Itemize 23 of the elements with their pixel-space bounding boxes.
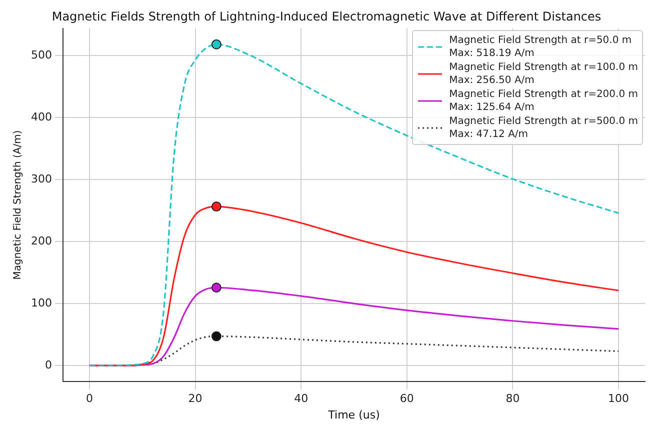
y-tick-label: 0 [44,358,52,372]
y-tick-label: 400 [30,110,52,124]
legend-label: Magnetic Field Strength at r=200.0 m Max: 125.64 A/m [449,88,638,114]
x-tick-label: 80 [506,392,520,406]
y-tick-label: 200 [30,234,52,248]
x-tick-label: 20 [188,392,202,406]
x-tick-label: 100 [608,392,630,406]
legend-label: Magnetic Field Strength at r=100.0 m Max: 256.50 A/m [449,61,638,88]
legend-label: Magnetic Field Strength at r=500.0 m Max: 47.12 A/m [449,115,638,142]
x-tick-label: 0 [86,392,93,406]
x-tick-label: 40 [294,392,308,406]
x-axis-title: Time (us) [327,408,380,422]
y-tick-label: 100 [30,296,52,310]
legend-label: Magnetic Field Strength at r=50.0 m Max: 518.19 A/m [449,34,632,60]
point [211,39,222,50]
y-tick-label: 500 [30,48,52,62]
y-tick-label: 300 [30,172,52,186]
point [211,282,222,293]
x-tick-label: 60 [400,392,414,406]
point [211,331,222,342]
y-axis-title: Magnetic Field Strength (A/m) [12,130,24,280]
point [211,202,222,212]
chart-title: Magnetic Fields Strength of Lightning-Induced Electromagnetic Wave at Different Distances [52,9,602,24]
